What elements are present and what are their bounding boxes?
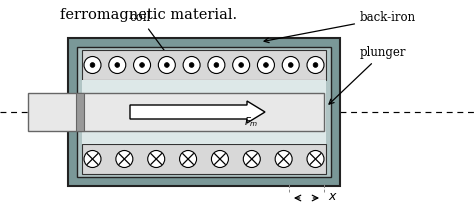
FancyArrow shape	[130, 101, 265, 123]
Circle shape	[158, 57, 175, 73]
Circle shape	[115, 63, 119, 67]
Circle shape	[288, 63, 293, 67]
Text: back-iron: back-iron	[264, 11, 416, 43]
Bar	[82, 50, 326, 80]
Circle shape	[164, 63, 169, 67]
Circle shape	[109, 57, 126, 73]
Circle shape	[84, 57, 101, 73]
Bar	[77, 47, 331, 177]
Bar	[82, 80, 326, 144]
Circle shape	[282, 57, 299, 73]
Circle shape	[180, 151, 197, 167]
Circle shape	[84, 151, 101, 167]
Bar	[68, 38, 340, 186]
Bar	[28, 93, 324, 131]
Circle shape	[140, 63, 145, 67]
Circle shape	[264, 63, 268, 67]
Circle shape	[243, 151, 260, 167]
Circle shape	[275, 151, 292, 167]
Circle shape	[307, 57, 324, 73]
Text: plunger: plunger	[329, 46, 407, 104]
Circle shape	[211, 151, 228, 167]
Circle shape	[189, 63, 194, 67]
Circle shape	[214, 63, 219, 67]
Circle shape	[134, 57, 151, 73]
Circle shape	[116, 151, 133, 167]
Text: coil: coil	[129, 11, 173, 62]
Circle shape	[148, 151, 164, 167]
Circle shape	[307, 151, 324, 167]
Circle shape	[90, 63, 95, 67]
Circle shape	[183, 57, 200, 73]
Bar	[82, 144, 326, 174]
Text: $x$: $x$	[328, 189, 338, 203]
Bar	[76, 93, 84, 131]
Text: $F_m$: $F_m$	[244, 115, 258, 129]
Circle shape	[313, 63, 318, 67]
Circle shape	[208, 57, 225, 73]
Circle shape	[233, 57, 250, 73]
Text: ferromagnetic material.: ferromagnetic material.	[60, 8, 237, 22]
Circle shape	[257, 57, 274, 73]
Circle shape	[239, 63, 244, 67]
